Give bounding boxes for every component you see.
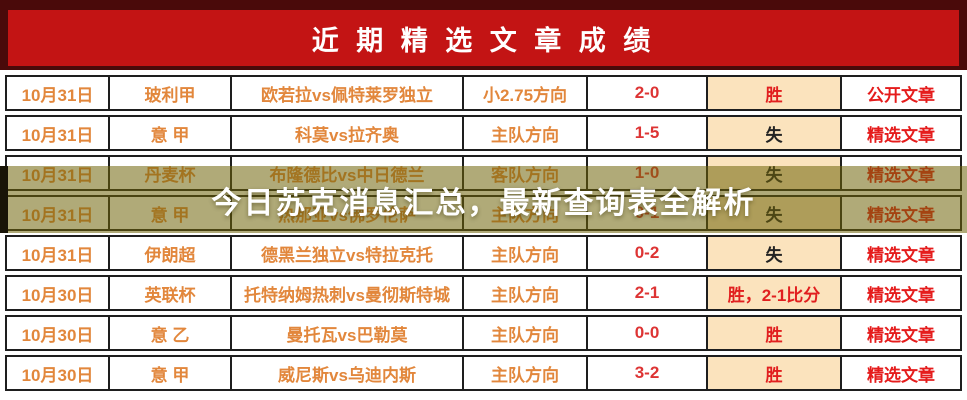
header-inner: 近 期 精 选 文 章 成 绩 <box>8 10 959 66</box>
caption-title: 今日苏克消息汇总，最新查询表全解析 <box>211 186 756 220</box>
score-cell: 2-1 <box>587 275 707 311</box>
table-row: 10月31日 伊朗超 德黑兰独立vs特拉克托 主队方向 0-2 失 精选文章 <box>5 235 962 271</box>
match-cell: 曼托瓦vs巴勒莫 <box>231 315 463 351</box>
direction-cell: 主队方向 <box>463 275 587 311</box>
article-link[interactable]: 精选文章 <box>841 235 962 271</box>
result-cell: 失 <box>707 235 841 271</box>
table-row: 10月30日 英联杯 托特纳姆热刺vs曼彻斯特城 主队方向 2-1 胜，2-1比… <box>5 275 962 311</box>
direction-cell: 主队方向 <box>463 355 587 391</box>
date-cell: 10月31日 <box>5 115 109 151</box>
match-cell: 威尼斯vs乌迪内斯 <box>231 355 463 391</box>
table-row: 10月31日 玻利甲 欧若拉vs佩特莱罗独立 小2.75方向 2-0 胜 公开文… <box>5 75 962 111</box>
article-link[interactable]: 精选文章 <box>841 355 962 391</box>
header-band: 近 期 精 选 文 章 成 绩 <box>0 0 967 70</box>
score-cell: 3-2 <box>587 355 707 391</box>
direction-cell: 主队方向 <box>463 315 587 351</box>
league-cell: 伊朗超 <box>109 235 231 271</box>
score-cell: 0-0 <box>587 315 707 351</box>
direction-cell: 小2.75方向 <box>463 75 587 111</box>
match-cell: 欧若拉vs佩特莱罗独立 <box>231 75 463 111</box>
article-link[interactable]: 精选文章 <box>841 275 962 311</box>
score-cell: 2-0 <box>587 75 707 111</box>
score-cell: 1-5 <box>587 115 707 151</box>
result-cell: 胜，2-1比分 <box>707 275 841 311</box>
page-title: 近 期 精 选 文 章 成 绩 <box>311 25 656 56</box>
match-cell: 托特纳姆热刺vs曼彻斯特城 <box>231 275 463 311</box>
league-cell: 意 甲 <box>109 355 231 391</box>
date-cell: 10月30日 <box>5 275 109 311</box>
direction-cell: 主队方向 <box>463 235 587 271</box>
results-table: 10月31日 玻利甲 欧若拉vs佩特莱罗独立 小2.75方向 2-0 胜 公开文… <box>5 71 962 395</box>
league-cell: 意 甲 <box>109 115 231 151</box>
article-link[interactable]: 精选文章 <box>841 315 962 351</box>
overlay-left-edge <box>0 166 8 233</box>
date-cell: 10月30日 <box>5 315 109 351</box>
table-row: 10月31日 意 甲 科莫vs拉齐奥 主队方向 1-5 失 精选文章 <box>5 115 962 151</box>
league-cell: 意 乙 <box>109 315 231 351</box>
caption-overlay: 今日苏克消息汇总，最新查询表全解析 <box>0 166 967 233</box>
result-cell: 胜 <box>707 355 841 391</box>
article-link[interactable]: 公开文章 <box>841 75 962 111</box>
direction-cell: 主队方向 <box>463 115 587 151</box>
table-row: 10月30日 意 甲 威尼斯vs乌迪内斯 主队方向 3-2 胜 精选文章 <box>5 355 962 391</box>
table-row: 10月30日 意 乙 曼托瓦vs巴勒莫 主队方向 0-0 胜 精选文章 <box>5 315 962 351</box>
match-cell: 德黑兰独立vs特拉克托 <box>231 235 463 271</box>
date-cell: 10月31日 <box>5 235 109 271</box>
result-cell: 失 <box>707 115 841 151</box>
match-cell: 科莫vs拉齐奥 <box>231 115 463 151</box>
result-cell: 胜 <box>707 75 841 111</box>
league-cell: 玻利甲 <box>109 75 231 111</box>
score-cell: 0-2 <box>587 235 707 271</box>
date-cell: 10月31日 <box>5 75 109 111</box>
league-cell: 英联杯 <box>109 275 231 311</box>
date-cell: 10月30日 <box>5 355 109 391</box>
article-link[interactable]: 精选文章 <box>841 115 962 151</box>
result-cell: 胜 <box>707 315 841 351</box>
